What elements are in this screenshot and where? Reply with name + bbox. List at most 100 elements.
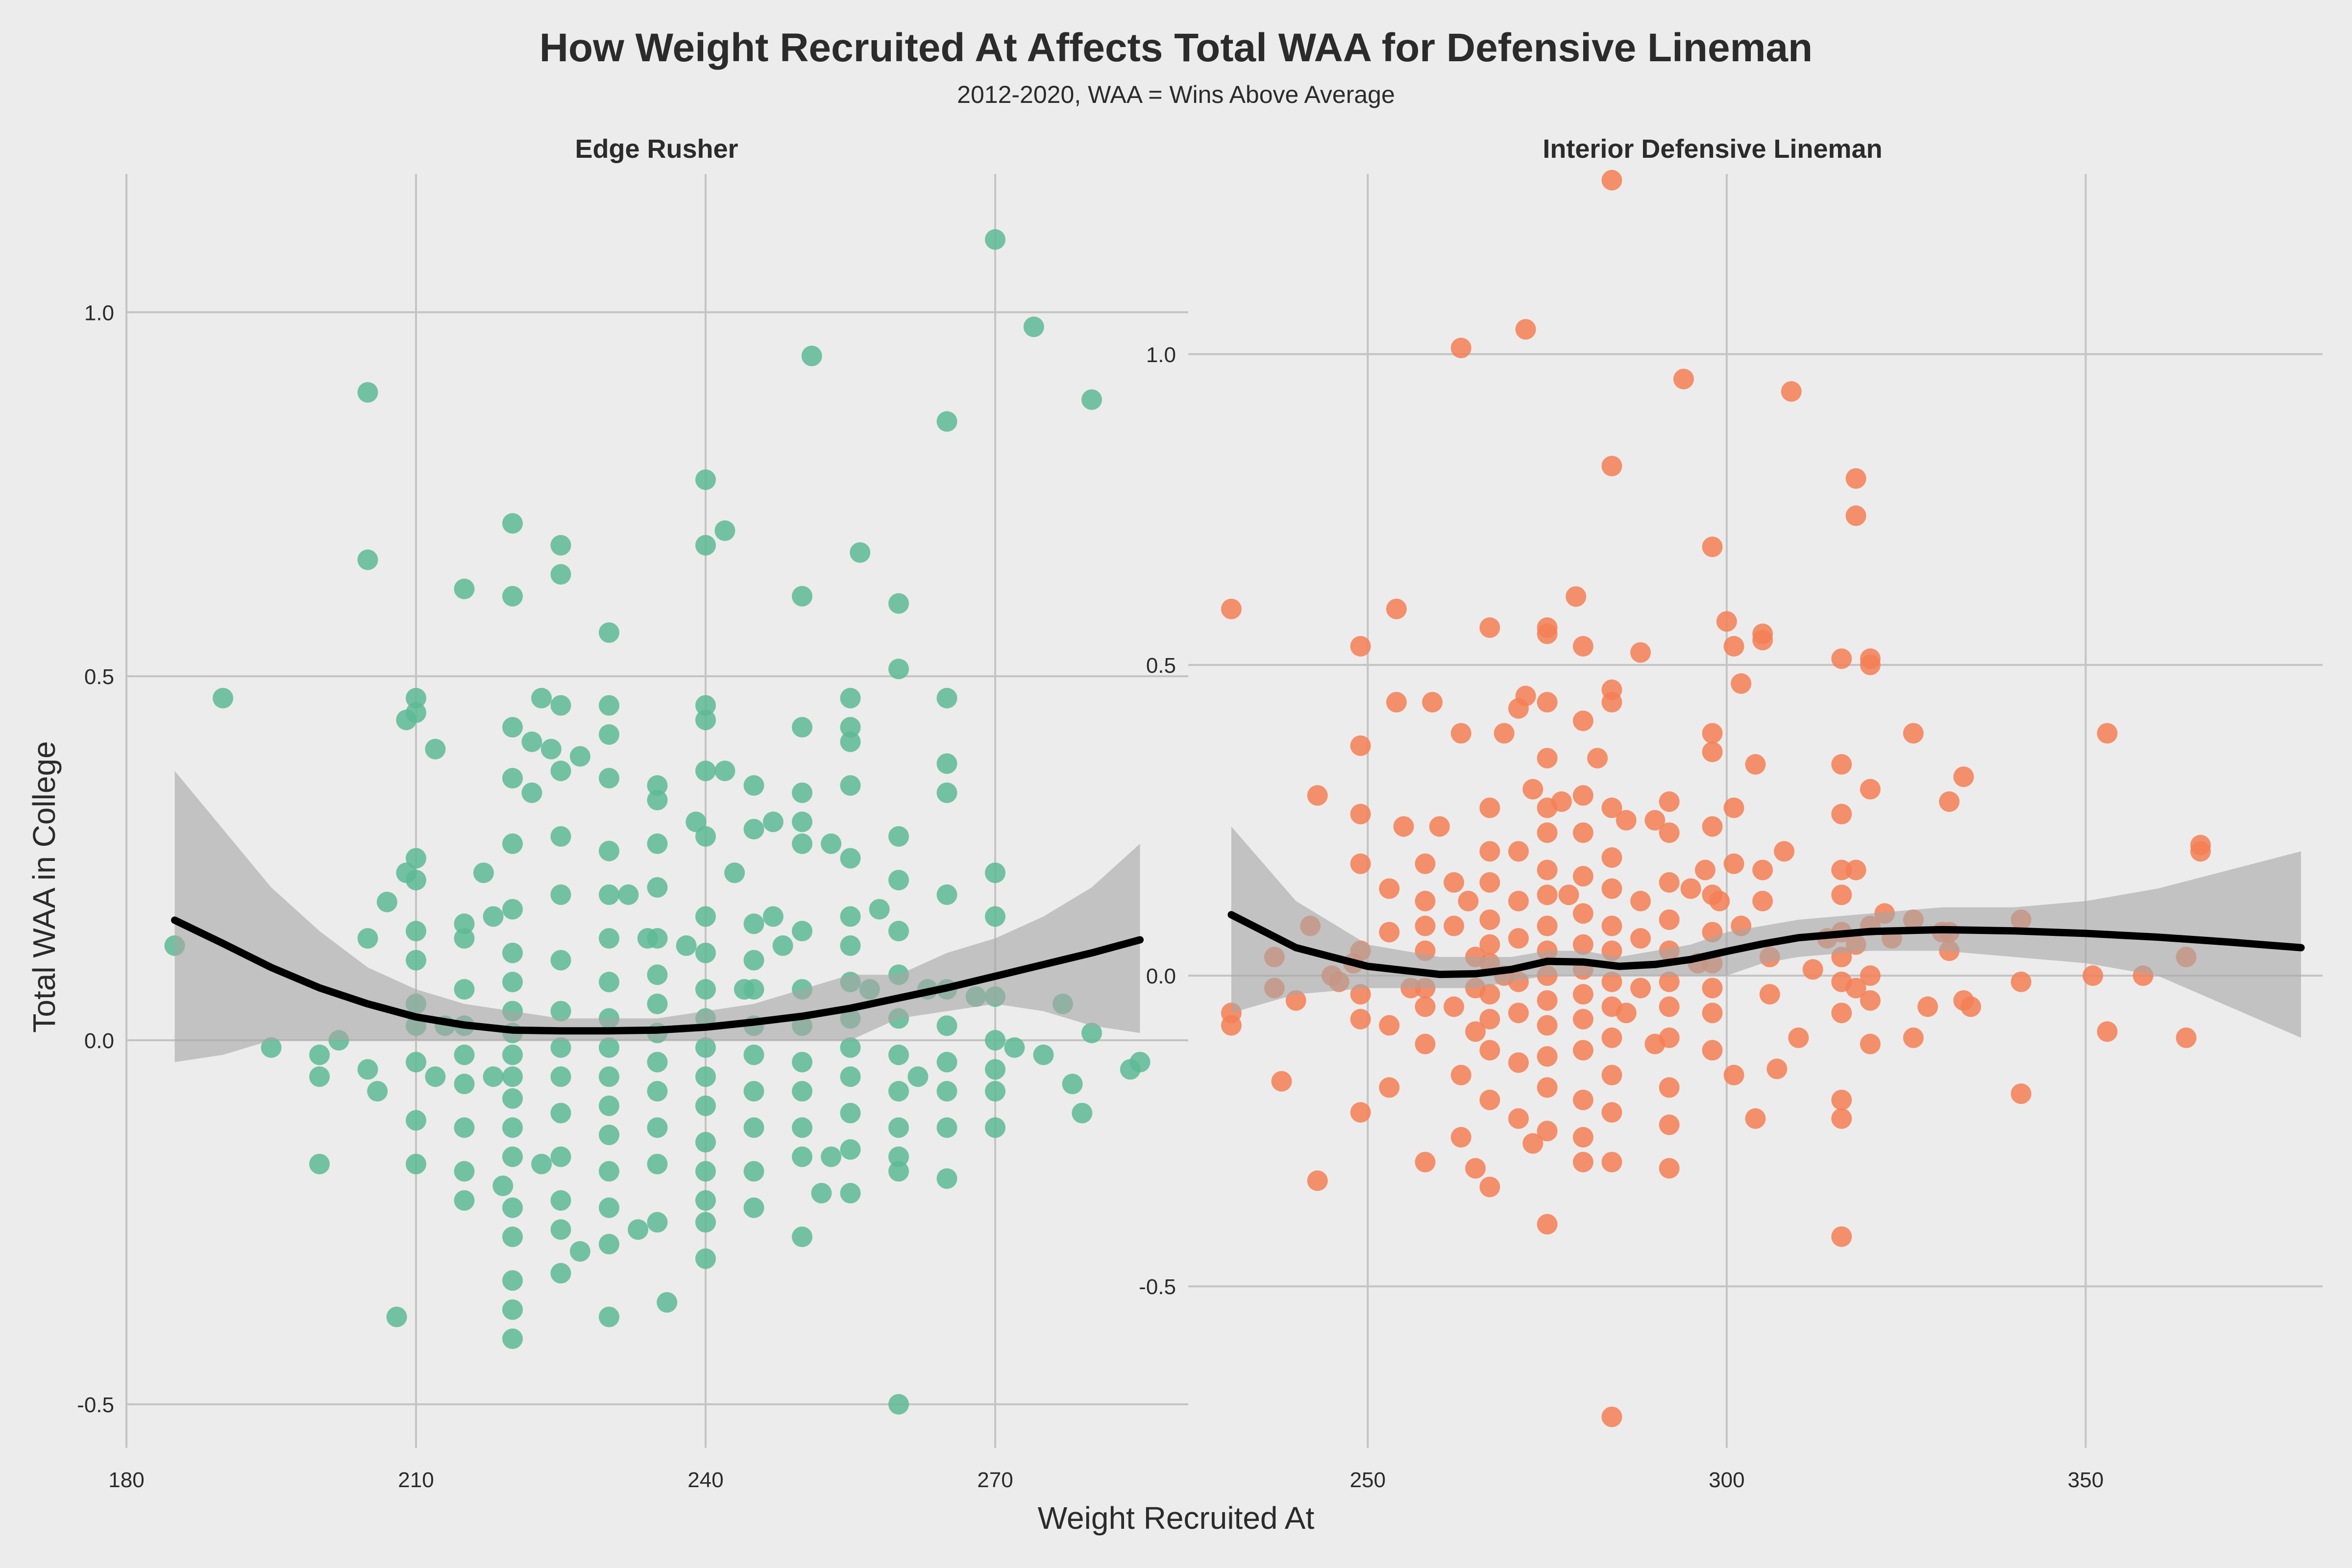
edge-rusher-data-point — [502, 1117, 523, 1138]
edge-rusher-data-point — [772, 935, 793, 956]
interior-dl-data-point — [1566, 586, 1587, 607]
edge-rusher-data-point — [406, 687, 426, 709]
edge-rusher-data-point — [367, 1081, 388, 1102]
edge-rusher-data-point — [473, 862, 494, 883]
interior-dl-data-point — [1702, 816, 1723, 837]
interior-dl-data-point — [1307, 1170, 1328, 1191]
edge-rusher-data-point — [888, 1394, 909, 1415]
interior-dl-data-point — [1444, 915, 1465, 936]
edge-rusher-data-point — [502, 1226, 523, 1248]
edge-rusher-data-point — [936, 1015, 957, 1036]
interior-dl-data-point — [1659, 909, 1680, 930]
edge-rusher-data-point — [985, 1081, 1005, 1102]
interior-dl-data-point — [1774, 841, 1795, 862]
interior-dl-data-point — [1601, 971, 1622, 992]
edge-rusher-data-point — [695, 1132, 716, 1152]
interior-dl-data-point — [1723, 636, 1744, 657]
interior-dl-data-point — [1745, 754, 1766, 775]
interior-dl-data-point — [1659, 822, 1680, 843]
interior-dl-data-point — [1415, 1152, 1436, 1173]
edge-rusher-data-point — [502, 768, 523, 789]
edge-rusher-data-point — [502, 717, 523, 738]
edge-rusher-data-point — [840, 848, 861, 869]
interior-dl-data-point — [1572, 1152, 1593, 1173]
interior-dl-data-point — [1386, 598, 1407, 619]
interior-dl-data-point — [1702, 978, 1723, 999]
interior-dl-data-point — [1702, 741, 1723, 762]
edge-rusher-data-point — [1072, 1102, 1093, 1124]
edge-rusher-data-point — [811, 1183, 832, 1203]
edge-rusher-data-point — [550, 1219, 571, 1240]
edge-rusher-data-point — [1081, 389, 1102, 410]
edge-rusher-data-point — [502, 1270, 523, 1291]
edge-rusher-trend-line — [171, 916, 1144, 1035]
edge-rusher-data-point — [521, 731, 542, 752]
interior-dl-data-point — [1537, 859, 1558, 881]
edge-rusher-data-point — [840, 935, 861, 956]
edge-rusher-data-point — [502, 1088, 523, 1109]
edge-rusher-data-point — [985, 1030, 1005, 1051]
interior-dl-data-point — [1537, 1015, 1558, 1036]
edge-rusher-data-point — [647, 1153, 668, 1175]
edge-rusher-data-point — [695, 979, 716, 1000]
edge-rusher-data-point — [695, 826, 716, 847]
interior-dl-data-point — [1659, 996, 1680, 1017]
interior-dl-data-point — [1601, 1152, 1622, 1173]
edge-rusher-data-point — [936, 411, 957, 432]
interior-dl-data-point — [1702, 1003, 1723, 1024]
edge-rusher-data-point — [483, 906, 504, 927]
edge-rusher-data-point — [695, 1095, 716, 1116]
interior-dl-data-point — [1558, 884, 1579, 906]
interior-dl-data-point — [1572, 1127, 1593, 1148]
edge-rusher-data-point — [502, 513, 523, 534]
edge-rusher-confidence-band — [174, 771, 1140, 1062]
interior-dl-data-point — [1831, 804, 1852, 825]
interior-dl-data-point — [1723, 797, 1744, 818]
interior-dl-data-point — [1659, 1114, 1680, 1135]
edge-rusher-data-point — [261, 1037, 282, 1058]
edge-rusher-data-point — [550, 1190, 571, 1211]
interior-dl-data-point — [1386, 692, 1407, 713]
edge-rusher-data-point — [502, 586, 523, 607]
interior-dl-data-point — [1350, 1008, 1371, 1029]
edge-rusher-data-point — [695, 469, 716, 490]
interior-dl-data-point — [1601, 1065, 1622, 1086]
panel-title-edge-rusher: Edge Rusher — [575, 134, 738, 164]
interior-dl-data-point — [2190, 834, 2211, 856]
interior-dl-data-point — [2097, 723, 2118, 744]
edge-rusher-data-point — [985, 906, 1005, 927]
edge-rusher-data-point — [531, 687, 552, 709]
interior-dl-data-point — [1709, 890, 1730, 911]
edge-rusher-data-point — [936, 1168, 957, 1189]
edge-rusher-data-point — [1129, 1052, 1151, 1073]
interior-dl-data-point — [1601, 692, 1622, 713]
interior-dl-data-point — [1630, 928, 1651, 949]
interior-dl-data-point — [1479, 1008, 1500, 1029]
interior-dl-data-point — [1572, 1008, 1593, 1029]
edge-rusher-data-point — [599, 622, 619, 643]
edge-rusher-data-point — [406, 1110, 426, 1131]
edge-rusher-data-point — [406, 1052, 426, 1073]
interior-dl-data-point — [1903, 723, 1924, 744]
edge-rusher-y-tick-label: 1.0 — [84, 301, 114, 325]
interior-dl-x-tick-label: 250 — [1350, 1468, 1386, 1492]
interior-dl-data-point — [1415, 915, 1436, 936]
interior-dl-data-point — [1659, 971, 1680, 992]
edge-rusher-data-point — [743, 819, 764, 840]
edge-rusher-data-point — [888, 1044, 909, 1065]
edge-rusher-data-point — [792, 1146, 812, 1167]
interior-dl-data-point — [1572, 822, 1593, 843]
edge-rusher-data-point — [550, 950, 571, 971]
edge-rusher-data-point — [406, 870, 426, 891]
interior-dl-data-point — [1415, 996, 1436, 1017]
interior-dl-data-point — [1601, 1406, 1622, 1427]
interior-dl-data-point — [1350, 1102, 1371, 1123]
edge-rusher-x-tick-label: 210 — [398, 1468, 434, 1492]
interior-dl-confidence-band — [1231, 826, 2301, 1038]
edge-rusher-data-point — [840, 775, 861, 796]
interior-dl-data-point — [1917, 996, 1938, 1017]
edge-rusher-data-point — [792, 717, 812, 738]
edge-rusher-data-point — [743, 1161, 764, 1182]
edge-rusher-data-point — [454, 1074, 475, 1095]
interior-dl-data-point — [1601, 1102, 1622, 1123]
